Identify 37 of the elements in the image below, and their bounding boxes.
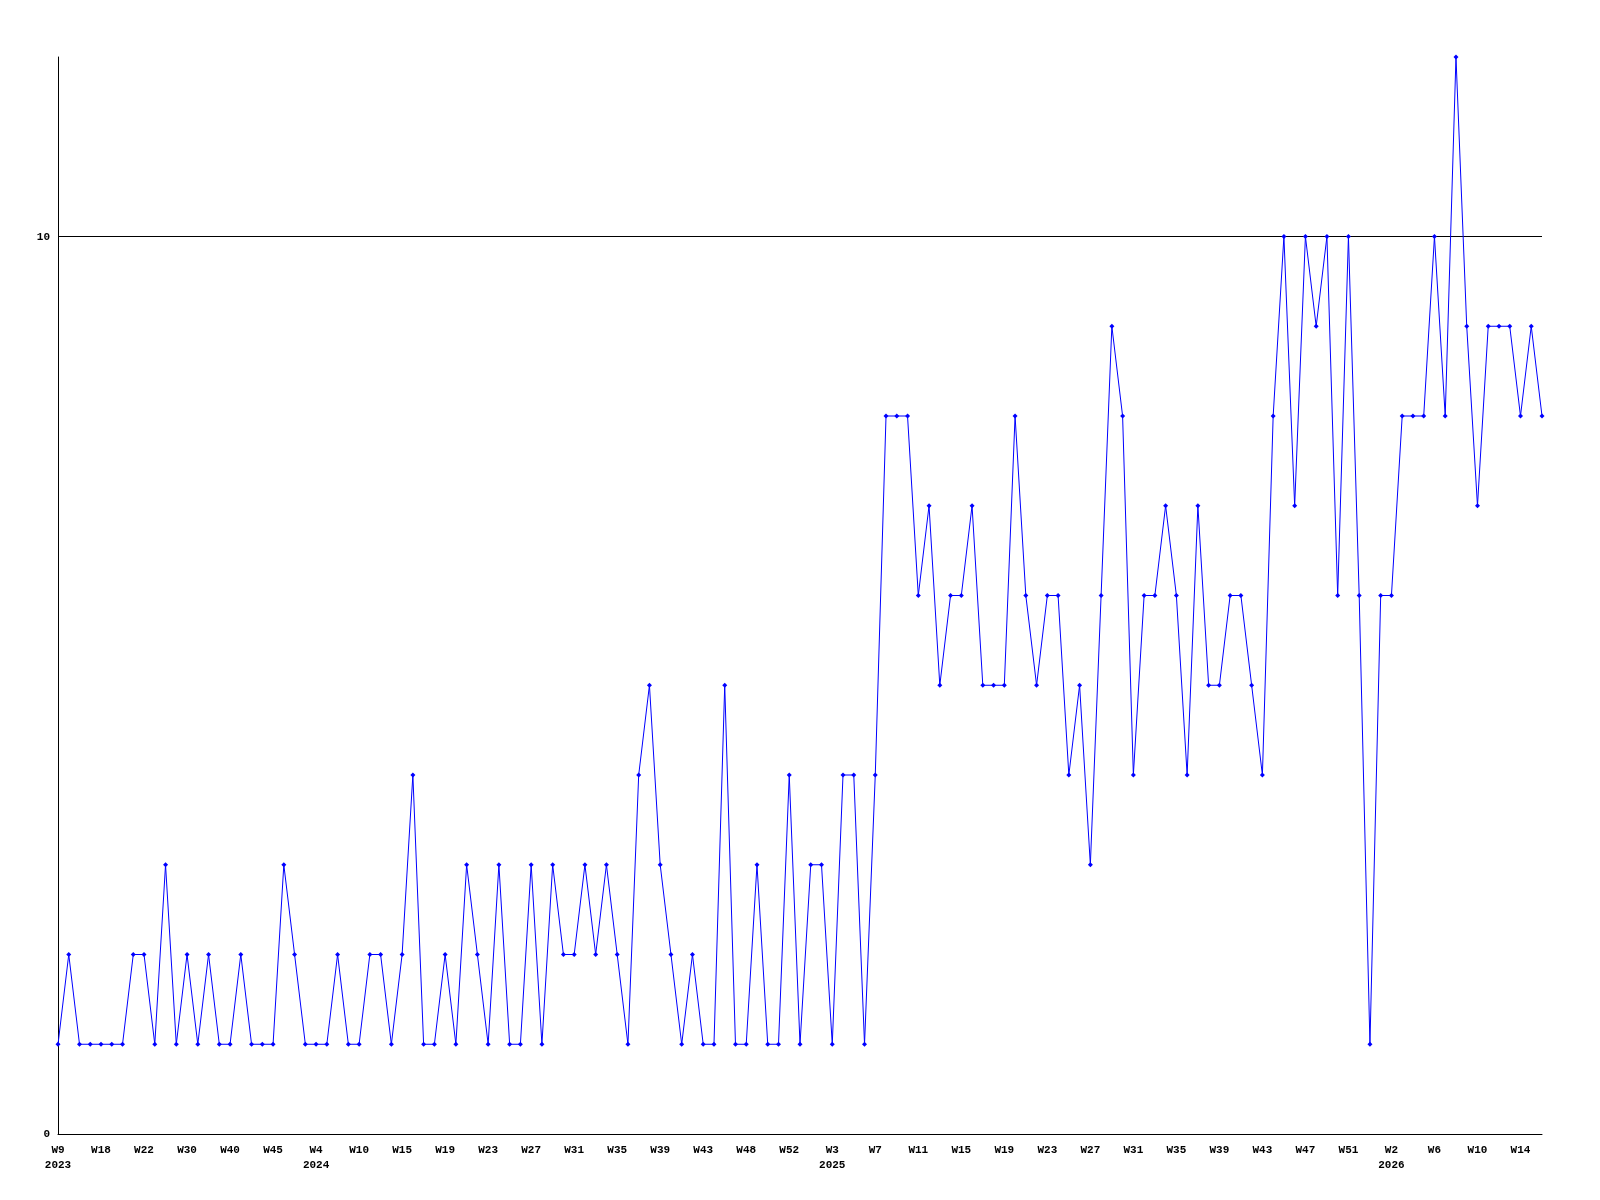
- x-tick-label: W40: [220, 1143, 240, 1156]
- x-tick-label: W39: [650, 1143, 671, 1156]
- x-tick-label: W23: [478, 1143, 499, 1156]
- x-tick-label: W35: [1166, 1143, 1187, 1156]
- x-tick-label: W27: [1080, 1143, 1101, 1156]
- x-tick-label: W45: [263, 1143, 284, 1156]
- y-tick-label: 0: [43, 1128, 50, 1140]
- x-tick-label: W7: [868, 1143, 882, 1156]
- x-tick-label: W6: [1427, 1143, 1442, 1156]
- x-tick-label: W30: [177, 1143, 197, 1156]
- x-tick-label: W2 2026: [1378, 1143, 1405, 1171]
- x-tick-label: W47: [1295, 1143, 1316, 1156]
- x-tick-label: W18: [91, 1143, 112, 1156]
- x-tick-label: W4 2024: [302, 1143, 330, 1171]
- x-tick-label: W11: [908, 1143, 929, 1156]
- x-tick-label: W27: [521, 1143, 542, 1156]
- x-tick-label: W48: [736, 1143, 757, 1156]
- x-tick-label: W43: [1252, 1143, 1273, 1156]
- x-tick-label: W19: [994, 1143, 1015, 1156]
- x-tick-label: W19: [435, 1143, 456, 1156]
- x-tick-label: W10: [349, 1143, 370, 1156]
- x-tick-label: W31: [1123, 1143, 1144, 1156]
- x-tick-label: W31: [564, 1143, 585, 1156]
- x-tick-label: W43: [693, 1143, 714, 1156]
- x-tick-label: W15: [392, 1143, 413, 1156]
- x-tick-label: W10: [1467, 1143, 1488, 1156]
- x-tick-label: W51: [1338, 1143, 1359, 1156]
- x-tick-label: W35: [607, 1143, 628, 1156]
- y-tick-label: 10: [36, 230, 50, 243]
- x-tick-label: W9 2023: [44, 1143, 72, 1171]
- x-tick-label: W15: [951, 1143, 972, 1156]
- x-tick-label: W52: [779, 1143, 800, 1156]
- x-tick-label: W23: [1037, 1143, 1058, 1156]
- x-tick-label: W3 2025: [819, 1143, 846, 1171]
- x-tick-label: W22: [134, 1143, 154, 1156]
- x-tick-label: W39: [1209, 1143, 1230, 1156]
- x-tick-label: W14: [1510, 1143, 1531, 1156]
